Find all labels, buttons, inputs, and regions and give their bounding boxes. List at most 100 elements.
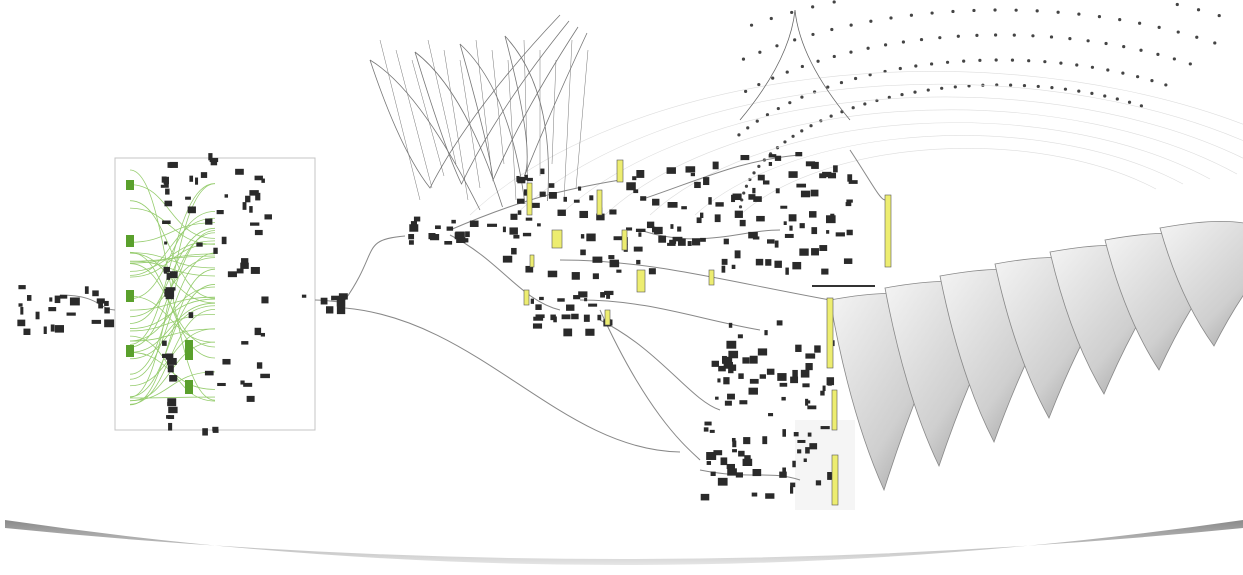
green-node (126, 235, 134, 247)
green-wire (129, 295, 216, 343)
dot (914, 64, 918, 68)
dot (1176, 30, 1180, 34)
node (18, 285, 26, 290)
node (654, 226, 663, 235)
node (530, 298, 534, 304)
node (799, 248, 809, 256)
dot (1136, 75, 1140, 79)
dot (1027, 59, 1031, 63)
dot-arc (739, 148, 1157, 216)
node (456, 237, 466, 243)
dot (1122, 45, 1126, 49)
node (821, 268, 829, 275)
node (748, 387, 758, 395)
dot (994, 58, 998, 62)
node (726, 463, 736, 470)
green-wire (129, 396, 216, 399)
node (766, 368, 775, 375)
node (626, 227, 633, 231)
node (666, 167, 676, 174)
node (748, 231, 758, 239)
node (98, 301, 103, 309)
dot (830, 27, 834, 32)
node (525, 217, 533, 221)
node (502, 226, 506, 233)
node (731, 264, 736, 269)
node (163, 176, 169, 185)
node (48, 307, 57, 312)
dot (1106, 68, 1110, 72)
dot (1195, 35, 1199, 39)
green-wire (129, 252, 216, 380)
green-wire (129, 200, 216, 299)
node (712, 161, 719, 170)
node (169, 161, 178, 168)
dot (1104, 41, 1108, 46)
node (739, 400, 748, 405)
node (749, 378, 759, 384)
dot (791, 134, 795, 138)
dot (1164, 83, 1168, 87)
node (633, 189, 639, 194)
node (759, 374, 766, 379)
node (807, 432, 812, 437)
node (728, 367, 734, 374)
node (216, 210, 224, 215)
node (524, 174, 528, 181)
dot (811, 5, 815, 9)
dot (956, 34, 960, 38)
node (169, 271, 178, 279)
node (765, 493, 775, 499)
node (690, 172, 696, 177)
shell-fade (795, 420, 855, 510)
node (822, 385, 826, 392)
node (737, 334, 743, 339)
node (260, 373, 270, 379)
dot (926, 88, 930, 92)
dot (1156, 52, 1160, 56)
dot (1035, 9, 1039, 13)
node (43, 326, 47, 334)
frame-strut (411, 59, 445, 177)
node (561, 314, 571, 320)
frame-strut (395, 49, 433, 189)
node (706, 452, 717, 460)
node (535, 304, 542, 310)
node (753, 196, 762, 202)
dot (913, 90, 917, 94)
wire (449, 234, 561, 311)
node (517, 198, 525, 204)
node (517, 176, 526, 184)
dot (929, 62, 934, 66)
dot-curve (739, 9, 851, 121)
node (724, 400, 732, 406)
dot (1010, 58, 1015, 62)
node (742, 458, 753, 466)
node (732, 193, 742, 201)
node (537, 223, 541, 227)
wire (639, 229, 781, 240)
node (167, 415, 175, 420)
node (764, 330, 768, 336)
node (785, 267, 789, 275)
node (734, 250, 741, 259)
node (779, 382, 788, 387)
node (165, 287, 176, 291)
node (742, 357, 750, 364)
node (795, 344, 802, 352)
dot (1175, 2, 1179, 7)
green-wire (129, 222, 216, 243)
dot (919, 37, 924, 42)
dot (1056, 10, 1060, 14)
dot (951, 9, 955, 14)
node (189, 175, 194, 182)
node (640, 196, 647, 201)
node (776, 320, 783, 326)
dot (758, 50, 762, 54)
frame-strut (379, 39, 421, 201)
node (208, 153, 213, 161)
node (597, 314, 602, 321)
node (658, 235, 667, 243)
node (202, 428, 208, 436)
dot (1213, 41, 1217, 45)
